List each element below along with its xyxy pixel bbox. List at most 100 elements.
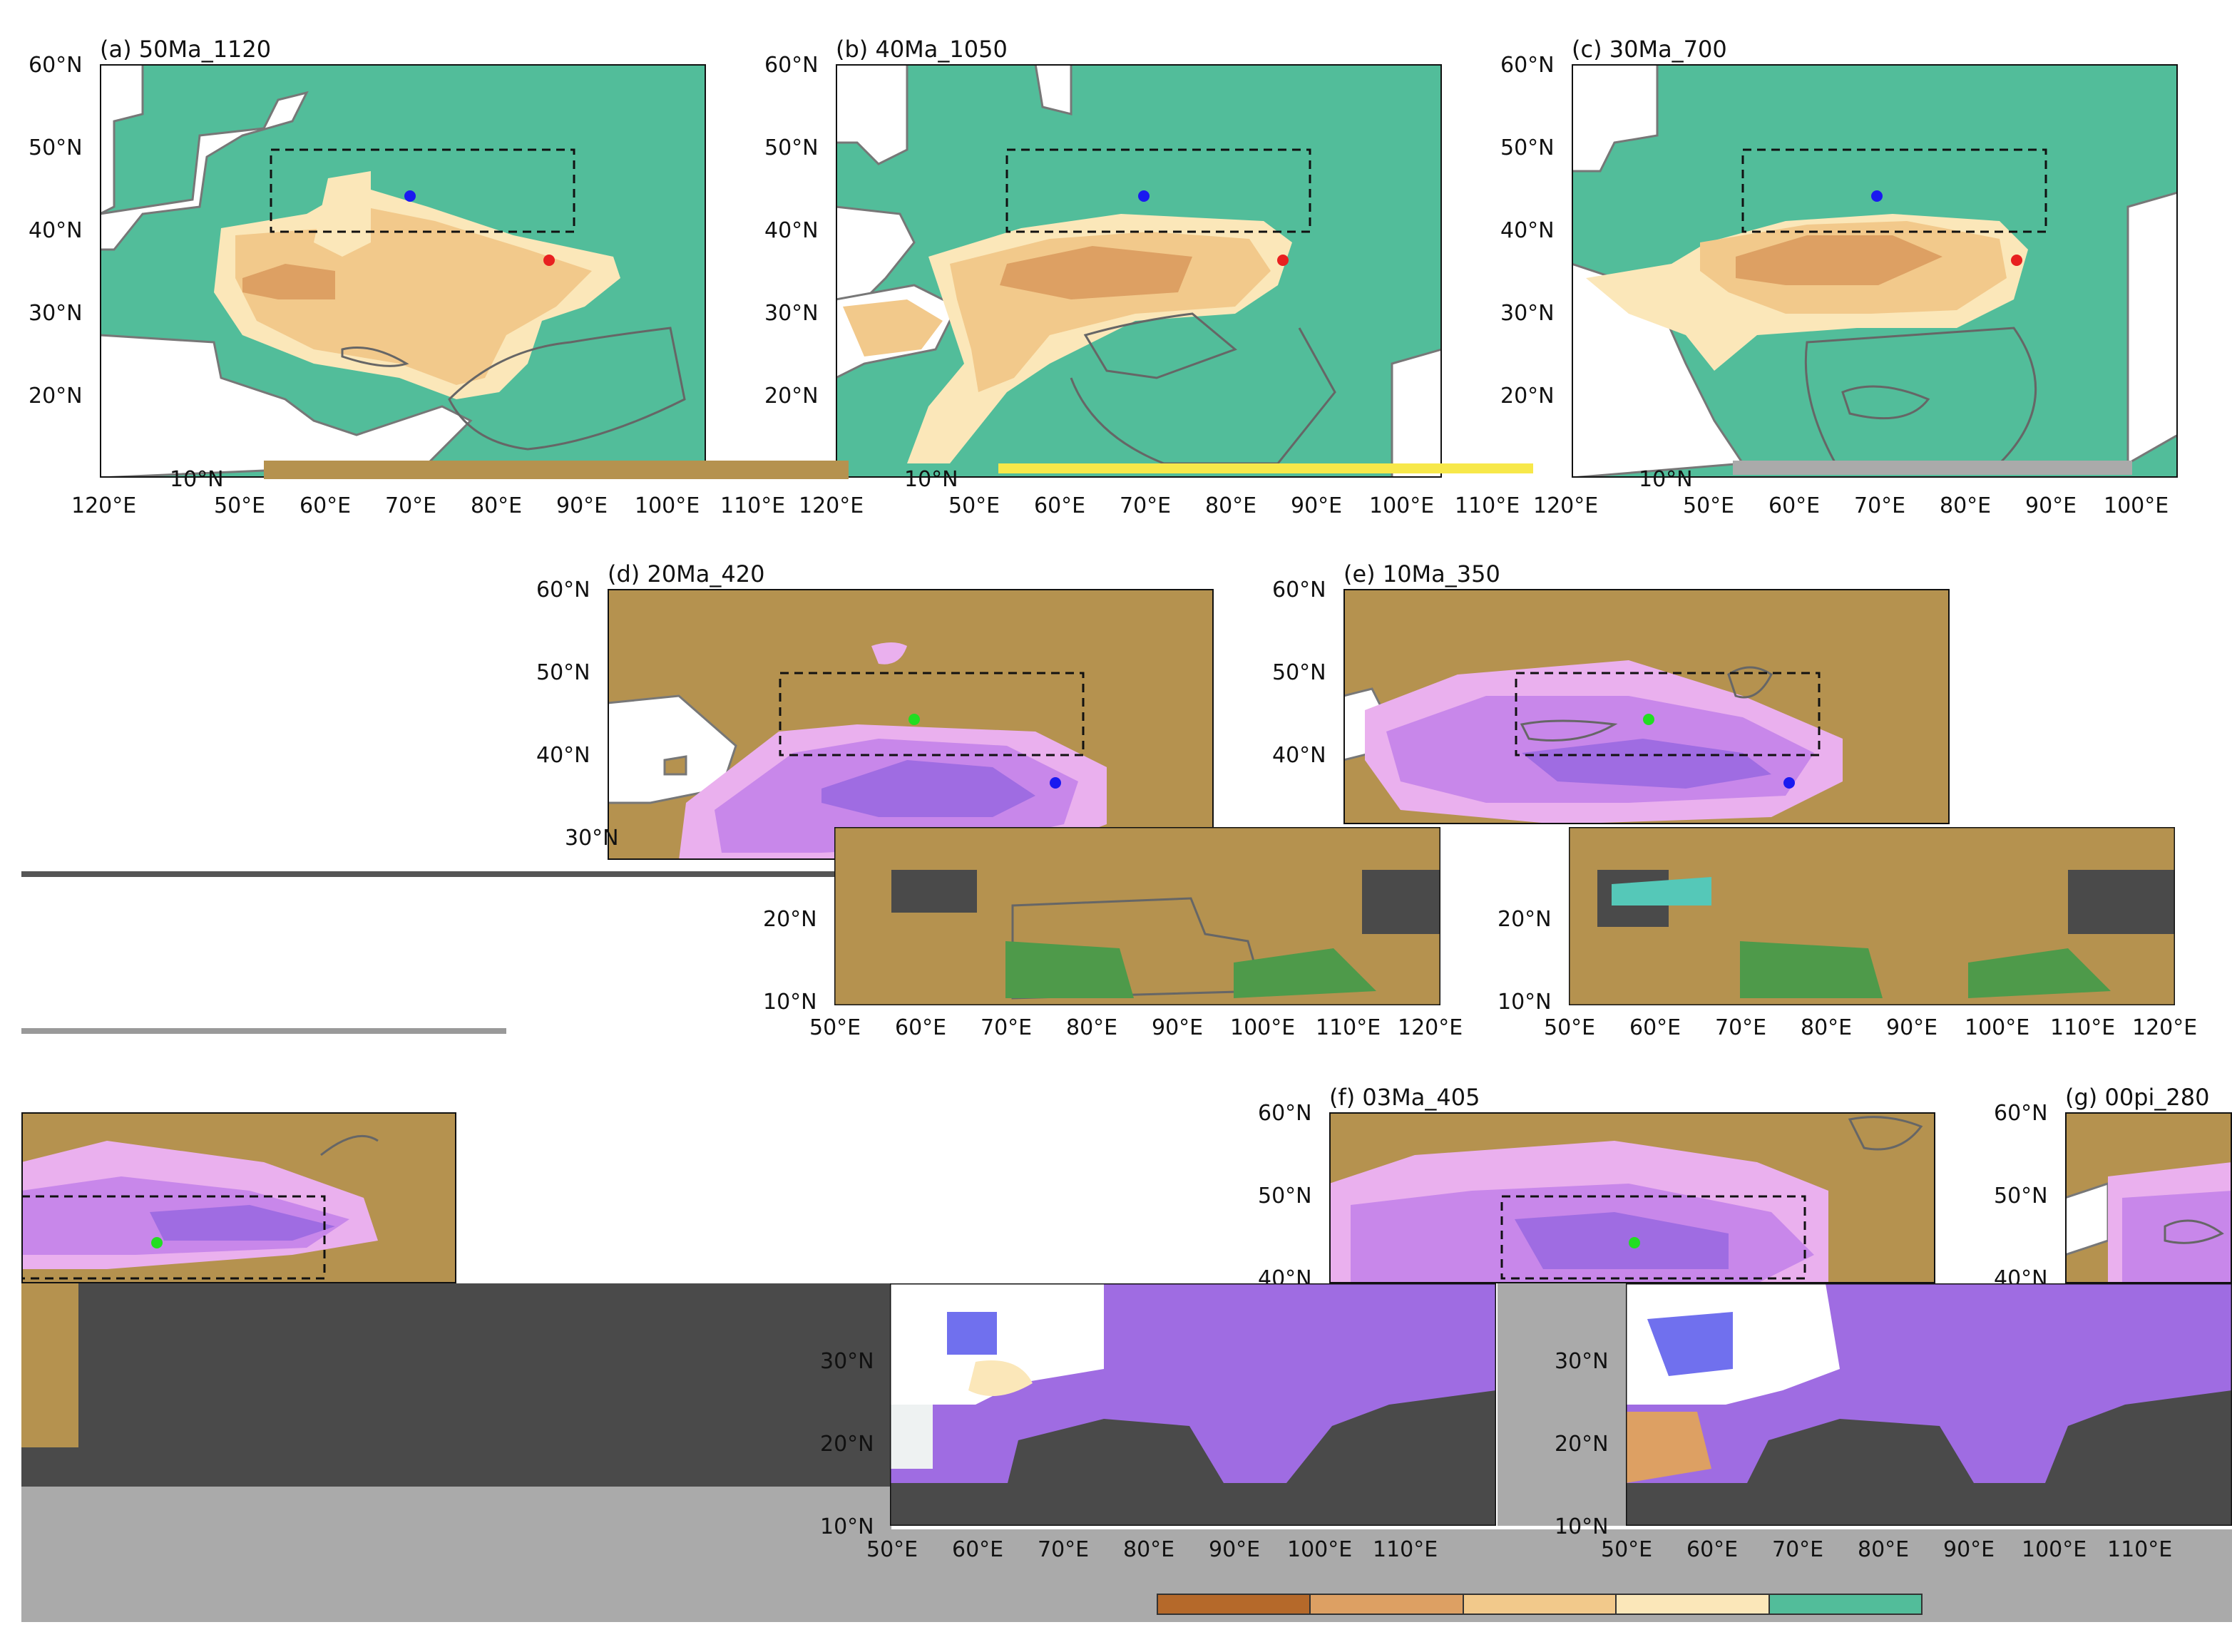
panel-c-title: (c) 30Ma_700 xyxy=(1572,36,1727,63)
lon-label: 60°E xyxy=(1629,1015,1681,1040)
lat-label: 50°N xyxy=(1272,660,1326,685)
colorbar-swatch xyxy=(1463,1595,1617,1613)
lon-label: 60°E xyxy=(1034,493,1086,518)
lat-label: 20°N xyxy=(1555,1432,1609,1457)
lat-label: 40°N xyxy=(1272,743,1326,768)
lat-label: 50°N xyxy=(1994,1184,2048,1209)
lon-label: 110°E xyxy=(1316,1015,1381,1040)
lat-label: 60°N xyxy=(764,53,819,78)
lon-label: 120°E xyxy=(1398,1015,1463,1040)
lon-label: 110°E xyxy=(2050,1015,2116,1040)
lon-label: 50°E xyxy=(809,1015,861,1040)
panel-g-title: (g) 00pi_280 xyxy=(2065,1084,2210,1111)
lon-label: 80°E xyxy=(1940,493,1992,518)
lon-label: 70°E xyxy=(385,493,437,518)
glitch-block xyxy=(21,1283,891,1487)
lon-label: 60°E xyxy=(300,493,352,518)
lon-label: 50°E xyxy=(1544,1015,1596,1040)
lat-label: 60°N xyxy=(1258,1101,1312,1126)
lon-label: 100°E xyxy=(635,493,700,518)
lat-label: 10°N xyxy=(1498,990,1552,1015)
lat-label: 60°N xyxy=(1272,578,1326,602)
lat-label: 10°N xyxy=(904,467,958,492)
lat-label: 20°N xyxy=(1500,384,1555,409)
glitch-band xyxy=(21,871,849,877)
lon-label: 60°E xyxy=(952,1537,1004,1562)
lon-label: 80°E xyxy=(1123,1537,1175,1562)
lon-label: 80°E xyxy=(1066,1015,1118,1040)
lon-label: 70°E xyxy=(1854,493,1906,518)
glitch-map-lower-g xyxy=(1626,1283,2232,1526)
panel-d-title: (d) 20Ma_420 xyxy=(608,560,765,588)
glitch-band xyxy=(1498,1283,1626,1526)
lon-label: 110°E xyxy=(720,493,786,518)
colorbar-swatch xyxy=(1158,1595,1311,1613)
lon-label: 90°E xyxy=(1152,1015,1204,1040)
lon-label: 90°E xyxy=(1886,1015,1938,1040)
lon-label: 50°E xyxy=(214,493,266,518)
lat-label: 30°N xyxy=(1500,301,1555,326)
lat-label: 50°N xyxy=(29,135,83,160)
lon-label: 60°E xyxy=(895,1015,947,1040)
panel-f xyxy=(1329,1112,1935,1283)
lon-label: 50°E xyxy=(866,1537,918,1562)
lon-label: 80°E xyxy=(1801,1015,1853,1040)
lat-label: 60°N xyxy=(29,53,83,78)
glitch-strip xyxy=(1733,461,2132,475)
colorbar xyxy=(1157,1594,1923,1615)
glitch-strip xyxy=(998,463,1533,473)
lat-label: 20°N xyxy=(29,384,83,409)
lat-label: 20°N xyxy=(1498,907,1552,932)
panel-b-title: (b) 40Ma_1050 xyxy=(836,36,1008,63)
panel-e-title: (e) 10Ma_350 xyxy=(1343,560,1500,588)
lat-label: 10°N xyxy=(170,467,224,492)
lon-label: 90°E xyxy=(556,493,608,518)
partial-panel-left xyxy=(21,1112,456,1283)
panel-b xyxy=(836,64,1442,478)
lon-label: 70°E xyxy=(1120,493,1172,518)
lon-label: 50°E xyxy=(1683,493,1735,518)
lon-label: 60°E xyxy=(1686,1537,1739,1562)
lat-label: 50°N xyxy=(536,660,590,685)
glitch-band xyxy=(21,1028,506,1034)
lat-label: 60°N xyxy=(536,578,590,602)
lat-label: 10°N xyxy=(1555,1514,1609,1539)
lon-label: 100°E xyxy=(2022,1537,2087,1562)
glitch-strip xyxy=(264,461,849,479)
lon-label: 70°E xyxy=(981,1015,1033,1040)
lon-label: 100°E xyxy=(1965,1015,2030,1040)
lat-label: 50°N xyxy=(764,135,819,160)
glitch-block xyxy=(21,1283,78,1447)
lon-label: 100°E xyxy=(1230,1015,1296,1040)
lon-label: 90°E xyxy=(1943,1537,1995,1562)
lon-label: 60°E xyxy=(1768,493,1821,518)
lat-label: 30°N xyxy=(764,301,819,326)
lon-label: 70°E xyxy=(1772,1537,1824,1562)
lon-label: 120°E xyxy=(71,493,137,518)
lat-label: 50°N xyxy=(1258,1184,1312,1209)
lon-label: 120°E xyxy=(1533,493,1599,518)
lon-label: 50°E xyxy=(948,493,1000,518)
lat-label: 10°N xyxy=(820,1514,874,1539)
lon-label: 100°E xyxy=(1287,1537,1353,1562)
lon-label: 70°E xyxy=(1038,1537,1090,1562)
lat-label: 60°N xyxy=(1994,1101,2048,1126)
lon-label: 80°E xyxy=(1205,493,1257,518)
lon-label: 110°E xyxy=(2107,1537,2173,1562)
panel-a-title: (a) 50Ma_1120 xyxy=(100,36,272,63)
lat-label: 20°N xyxy=(820,1432,874,1457)
colorbar-swatch xyxy=(1311,1595,1464,1613)
lat-label: 60°N xyxy=(1500,53,1555,78)
lat-label: 40°N xyxy=(29,218,83,243)
glitch-map-lower-e xyxy=(1569,827,2175,1005)
lon-label: 50°E xyxy=(1601,1537,1653,1562)
lon-label: 120°E xyxy=(2132,1015,2198,1040)
lon-label: 90°E xyxy=(2025,493,2077,518)
lat-label: 30°N xyxy=(29,301,83,326)
panel-c xyxy=(1572,64,2178,478)
lat-label: 20°N xyxy=(764,384,819,409)
lat-label: 50°N xyxy=(1500,135,1555,160)
lat-label: 30°N xyxy=(1555,1349,1609,1374)
panel-g xyxy=(2065,1112,2232,1283)
lat-label: 40°N xyxy=(764,218,819,243)
